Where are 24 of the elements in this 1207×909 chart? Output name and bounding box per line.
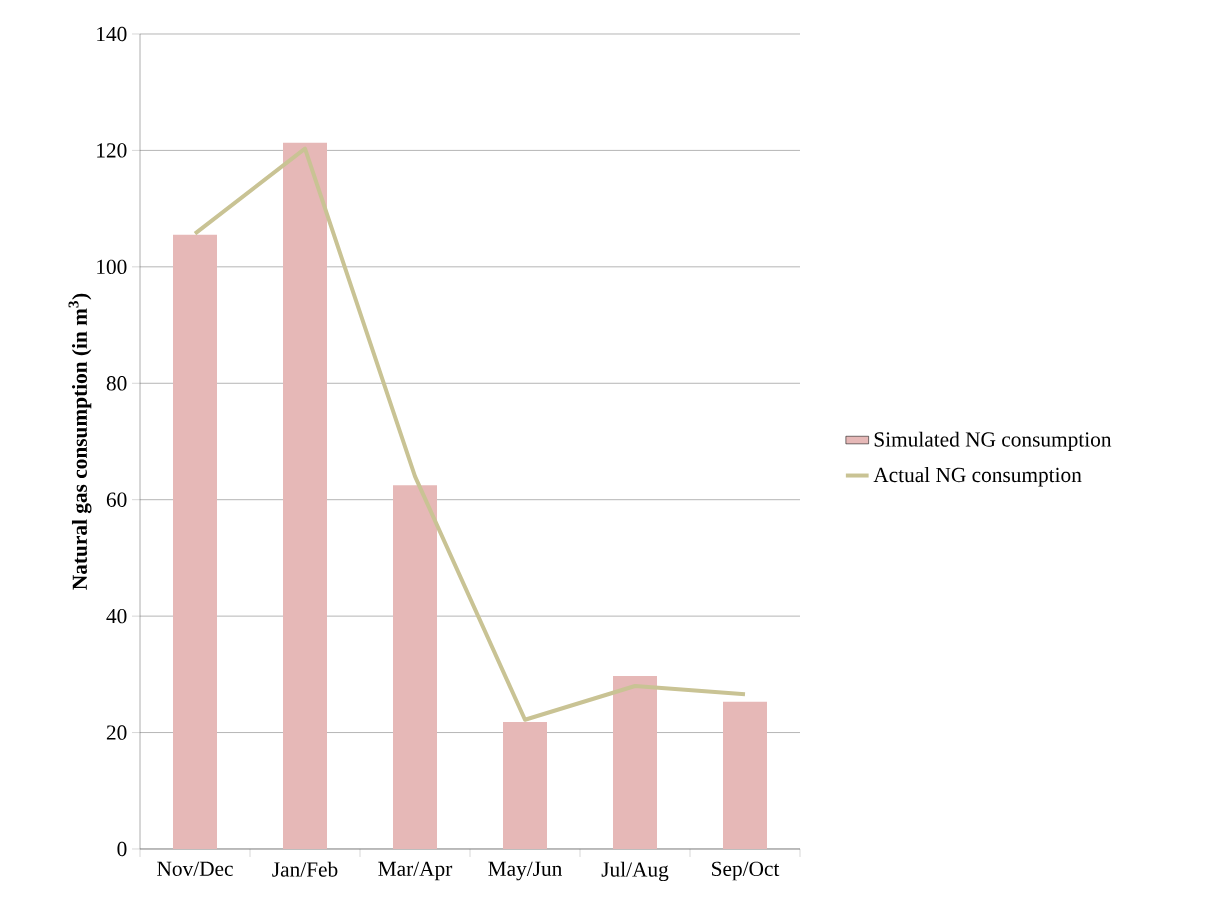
x-tick-label: Sep/Oct [712, 861, 780, 881]
legend-label: Simulated NG consumption [874, 431, 1112, 451]
y-tick-label: 0 [117, 841, 127, 857]
y-tick-label: 20 [106, 725, 127, 740]
bar [283, 142, 328, 849]
y-tick-label: 60 [106, 492, 127, 507]
x-tick-label: Mar/Apr [378, 861, 453, 881]
y-tick-label: 120 [97, 143, 127, 158]
x-tick-label: Jan/Feb [272, 861, 338, 877]
bar [393, 485, 437, 849]
bar [503, 722, 548, 849]
line-series [193, 146, 747, 722]
bar [173, 234, 218, 849]
y-tick-label: 40 [106, 608, 127, 624]
y-tick-label: 100 [97, 259, 127, 275]
x-tick-label: Jul/Aug [601, 861, 669, 882]
bar [723, 701, 767, 849]
x-tick-label: May/Jun [488, 861, 563, 881]
bar [613, 676, 657, 849]
x-tick-label: Nov/Dec [157, 861, 233, 876]
legend-label: Actual NG consumption [873, 467, 1082, 487]
y-tick-label: 140 [97, 26, 127, 42]
y-tick-label: 80 [106, 376, 127, 391]
y-axis-title: Natural gas consumption (in m$^{3}$) [68, 293, 92, 590]
